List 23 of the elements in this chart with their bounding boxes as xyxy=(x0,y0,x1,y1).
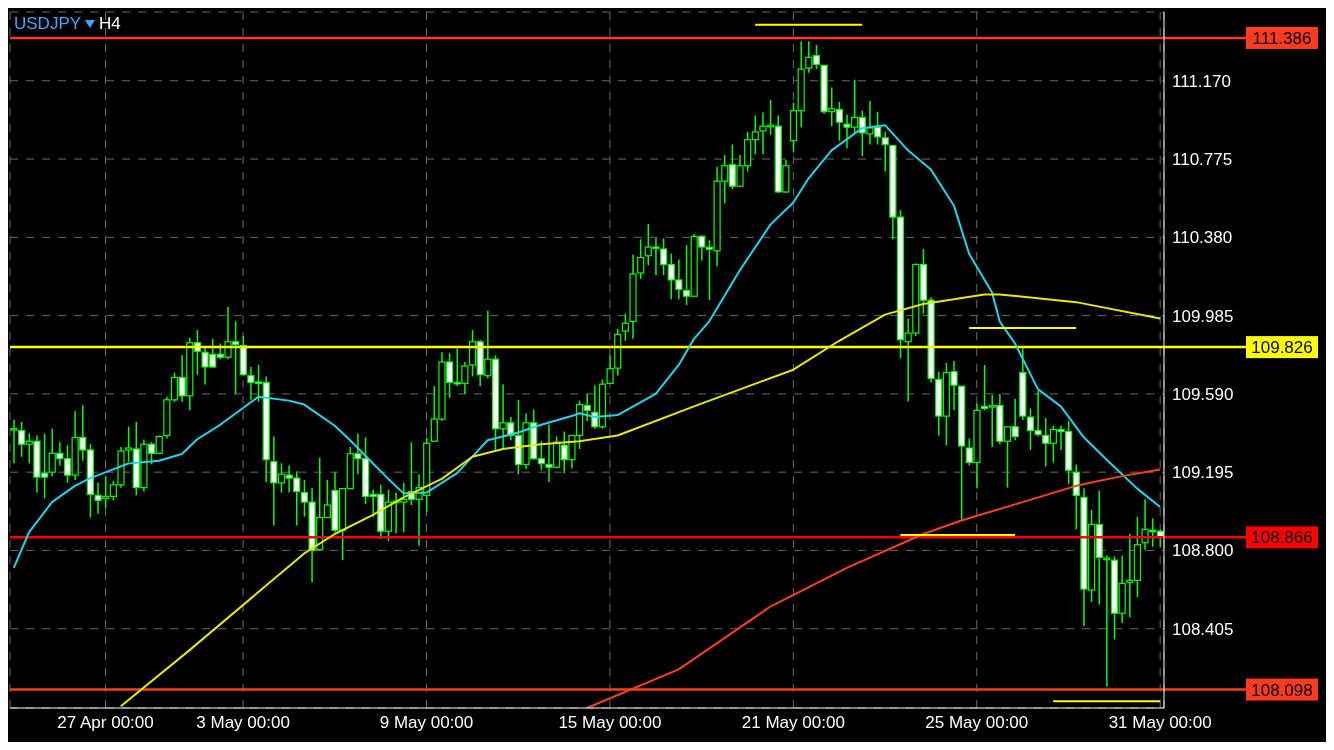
y-tick-label: 109.590 xyxy=(1172,384,1234,404)
x-tick-label: 25 May 00:00 xyxy=(925,713,1029,733)
y-tick-label: 109.195 xyxy=(1172,463,1234,483)
y-tick-label: 111.170 xyxy=(1172,71,1231,91)
x-tick-label: 9 May 00:00 xyxy=(379,713,474,733)
y-tick-label: 109.985 xyxy=(1172,306,1234,326)
ref-line-label: 108.098 xyxy=(1251,680,1313,700)
y-tick-label: 110.775 xyxy=(1172,150,1233,170)
chart-subtitle: H4 xyxy=(99,14,121,34)
x-tick-label: 27 Apr 00:00 xyxy=(57,713,154,733)
y-tick-label: 110.380 xyxy=(1172,228,1233,248)
ref-line-label: 108.866 xyxy=(1251,528,1313,548)
x-tick-label: 15 May 00:00 xyxy=(558,713,662,733)
line-series xyxy=(119,293,1162,708)
ref-line-label: 109.826 xyxy=(1251,338,1313,358)
y-tick-label: 108.405 xyxy=(1172,619,1234,639)
x-tick-label: 3 May 00:00 xyxy=(196,713,290,733)
ref-line-label: 111.386 xyxy=(1252,28,1312,48)
candlestick xyxy=(621,312,629,342)
y-tick-label: 108.800 xyxy=(1172,541,1234,561)
chart-title: USDJPY xyxy=(14,14,82,34)
x-tick-label: 21 May 00:00 xyxy=(741,713,845,733)
x-tick-label: 31 May 00:00 xyxy=(1108,713,1212,733)
